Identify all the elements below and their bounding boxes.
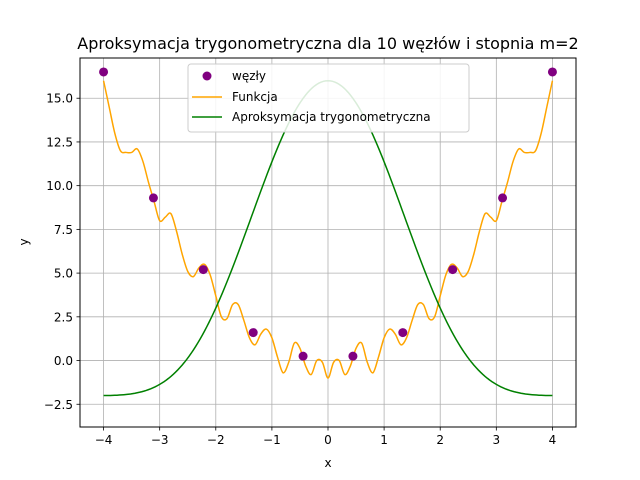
y-tick-label: 7.5 (54, 223, 73, 237)
node-point (498, 193, 508, 203)
y-axis-label: y (17, 238, 31, 245)
y-tick-label: 12.5 (46, 135, 73, 149)
legend-swatch-nodes (202, 71, 212, 81)
x-tick-label: 2 (436, 433, 444, 447)
x-tick-label: 3 (493, 433, 501, 447)
node-point (198, 265, 208, 275)
node-point (298, 351, 308, 361)
node-point (348, 351, 358, 361)
legend-label: węzły (232, 69, 266, 83)
legend-box (187, 63, 470, 133)
x-tick-label: 4 (549, 433, 557, 447)
y-tick-label: 15.0 (46, 92, 73, 106)
y-tick-label: 5.0 (54, 267, 73, 281)
y-tick-label: 0.0 (54, 354, 73, 368)
y-tick-label: −2.5 (44, 398, 73, 412)
x-tick-label: −1 (263, 433, 281, 447)
x-tick-label: −4 (95, 433, 113, 447)
x-tick-label: −2 (207, 433, 225, 447)
function-line (102, 80, 554, 379)
ticks: −4 −3 −2 −1 0 1 2 3 4 −2.5 0.0 2.5 5.0 7.5 10.0 12.5 15.… (44, 92, 556, 447)
x-axis-label: x (324, 456, 331, 470)
x-tick-label: 0 (324, 433, 332, 447)
node-point (398, 328, 408, 338)
x-tick-label: 1 (380, 433, 388, 447)
chart-title: Aproksymacja trygonometryczna dla 10 węz… (77, 34, 578, 53)
node-point (99, 67, 109, 77)
legend-label: Aproksymacja trygonometryczna (232, 110, 431, 124)
x-tick-label: −3 (151, 433, 169, 447)
node-point (248, 328, 258, 338)
node-point (547, 67, 557, 77)
y-tick-label: 2.5 (54, 310, 73, 324)
y-tick-label: 10.0 (46, 179, 73, 193)
legend: węzły Funkcja Aproksymacja trygonometryczn… (187, 63, 470, 133)
node-point (148, 193, 158, 203)
legend-label: Funkcja (232, 90, 278, 104)
node-point (448, 265, 458, 275)
